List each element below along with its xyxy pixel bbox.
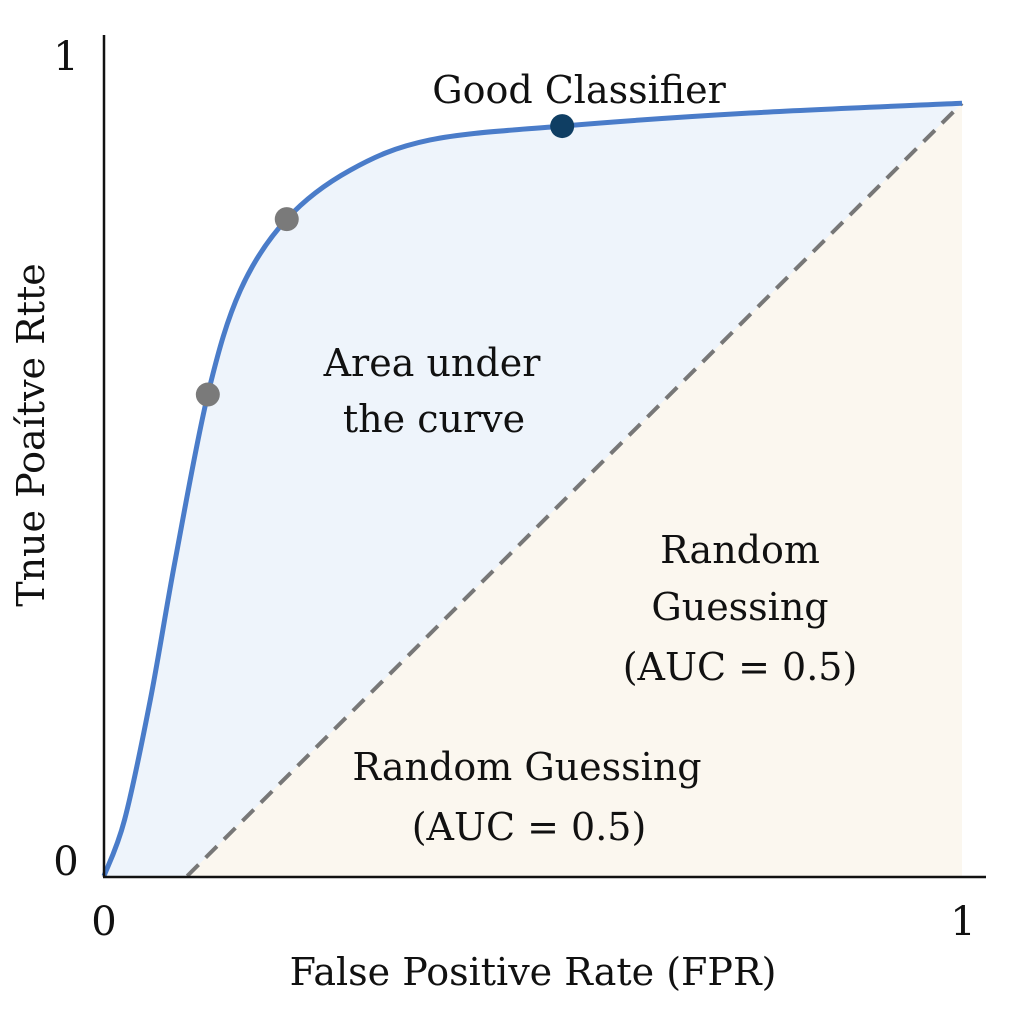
random-bottom-line1: Random Guessing [352, 745, 701, 789]
x-axis-label: False Positive Rate (FPR) [290, 950, 777, 994]
area-under-curve-fill [104, 103, 962, 877]
x-tick-1: 1 [950, 899, 975, 945]
roc-curve-line [101, 100, 963, 877]
random-right-line2: Guessing [651, 585, 828, 629]
roc-point-3 [550, 114, 575, 139]
random-guess-dashed-line [185, 101, 964, 878]
roc-point-2 [274, 207, 299, 232]
x-tick-0: 0 [91, 899, 116, 945]
random-right-line1: Random [660, 528, 820, 572]
y-axis-label: Tnue Poaítve Rtte [9, 263, 53, 607]
good-classifier-label: Good Classifier [432, 68, 726, 112]
y-tick-0: 0 [53, 839, 78, 885]
auc-label-line1: Area under [323, 341, 542, 385]
roc-point-1 [195, 382, 220, 407]
y-tick-1: 1 [53, 34, 78, 80]
auc-label-line2: the curve [343, 397, 525, 441]
random-right-line3: (AUC = 0.5) [623, 645, 858, 689]
random-bottom-line2: (AUC = 0.5) [412, 805, 647, 849]
